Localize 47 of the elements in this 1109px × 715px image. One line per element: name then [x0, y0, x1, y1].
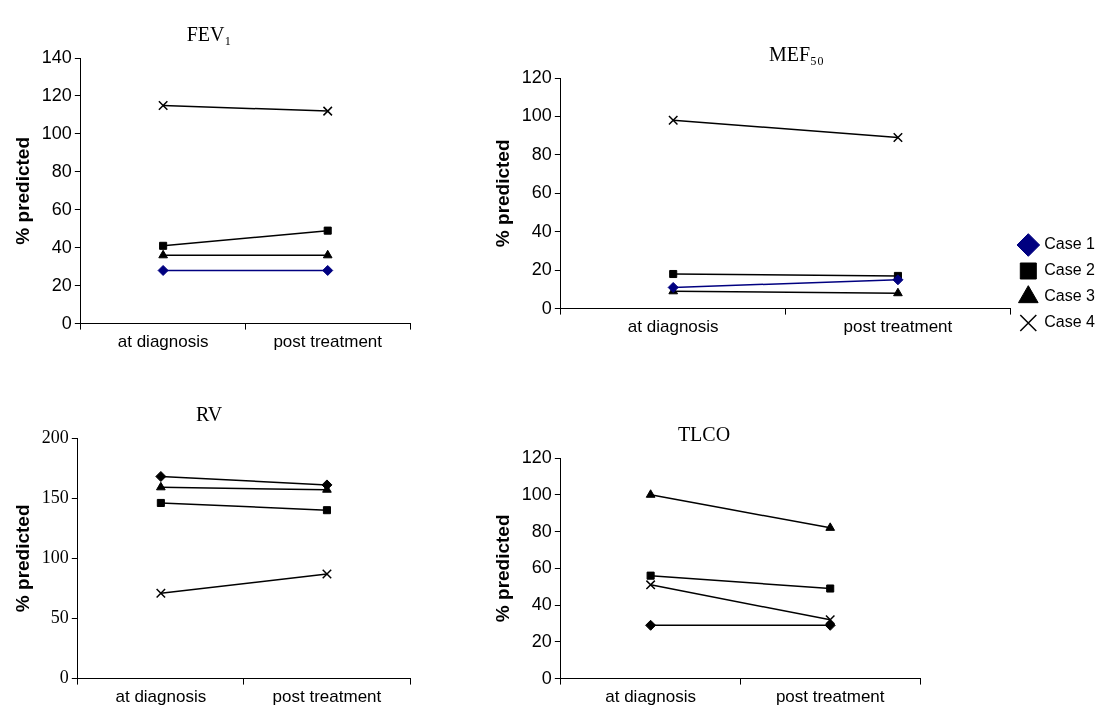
- y-tick-label: 100: [41, 547, 69, 568]
- x-tick-label: post treatment: [272, 687, 382, 707]
- y-tick-label: 150: [41, 486, 69, 507]
- y-tick-label: 20: [531, 259, 552, 280]
- chart-title: TLCO: [677, 423, 731, 446]
- x-tick-label: post treatment: [273, 332, 383, 352]
- x-tick-label: post treatment: [843, 317, 953, 337]
- y-tick-label: 40: [51, 236, 72, 257]
- y-tick-label: 60: [531, 557, 552, 578]
- y-tick-label: 0: [59, 667, 69, 688]
- x-tick-label: post treatment: [775, 687, 885, 707]
- y-tick-label: 100: [41, 122, 72, 143]
- y-tick-label: 0: [541, 297, 552, 318]
- legend-label: Case 3: [1044, 287, 1096, 305]
- y-tick-label: 0: [61, 312, 72, 333]
- x-tick-label: at diagnosis: [117, 332, 209, 352]
- y-axis-title: % predicted: [11, 136, 33, 245]
- legend-label: Case 4: [1044, 313, 1096, 331]
- legend-label: Case 1: [1044, 235, 1096, 253]
- legend-label: Case 2: [1044, 261, 1096, 279]
- chart-title: FEV₁: [186, 23, 232, 46]
- y-tick-label: 0: [541, 667, 552, 688]
- y-tick-label: 100: [521, 105, 552, 126]
- y-tick-label: 60: [51, 198, 72, 219]
- y-tick-label: 20: [51, 274, 72, 295]
- y-axis-title: % predicted: [11, 504, 33, 613]
- y-tick-label: 40: [531, 594, 552, 615]
- chart-title: MEF₅₀: [768, 43, 825, 66]
- y-tick-label: 140: [41, 46, 72, 67]
- y-tick-label: 20: [531, 630, 552, 651]
- y-tick-label: 100: [521, 483, 552, 504]
- y-tick-label: 120: [521, 66, 552, 87]
- y-tick-label: 40: [531, 220, 552, 241]
- y-axis-title: % predicted: [491, 514, 513, 623]
- y-tick-label: 120: [521, 446, 552, 467]
- y-tick-label: 50: [50, 607, 69, 628]
- chart-title: RV: [195, 403, 223, 426]
- x-tick-label: at diagnosis: [605, 687, 696, 707]
- x-tick-label: at diagnosis: [115, 687, 207, 707]
- y-tick-label: 80: [531, 143, 552, 164]
- y-tick-label: 120: [41, 84, 72, 105]
- x-tick-label: at diagnosis: [627, 317, 719, 337]
- y-tick-label: 80: [51, 160, 72, 181]
- y-tick-label: 80: [531, 520, 552, 541]
- y-axis-title: % predicted: [491, 139, 513, 248]
- y-tick-label: 60: [531, 182, 552, 203]
- y-tick-label: 200: [41, 426, 69, 447]
